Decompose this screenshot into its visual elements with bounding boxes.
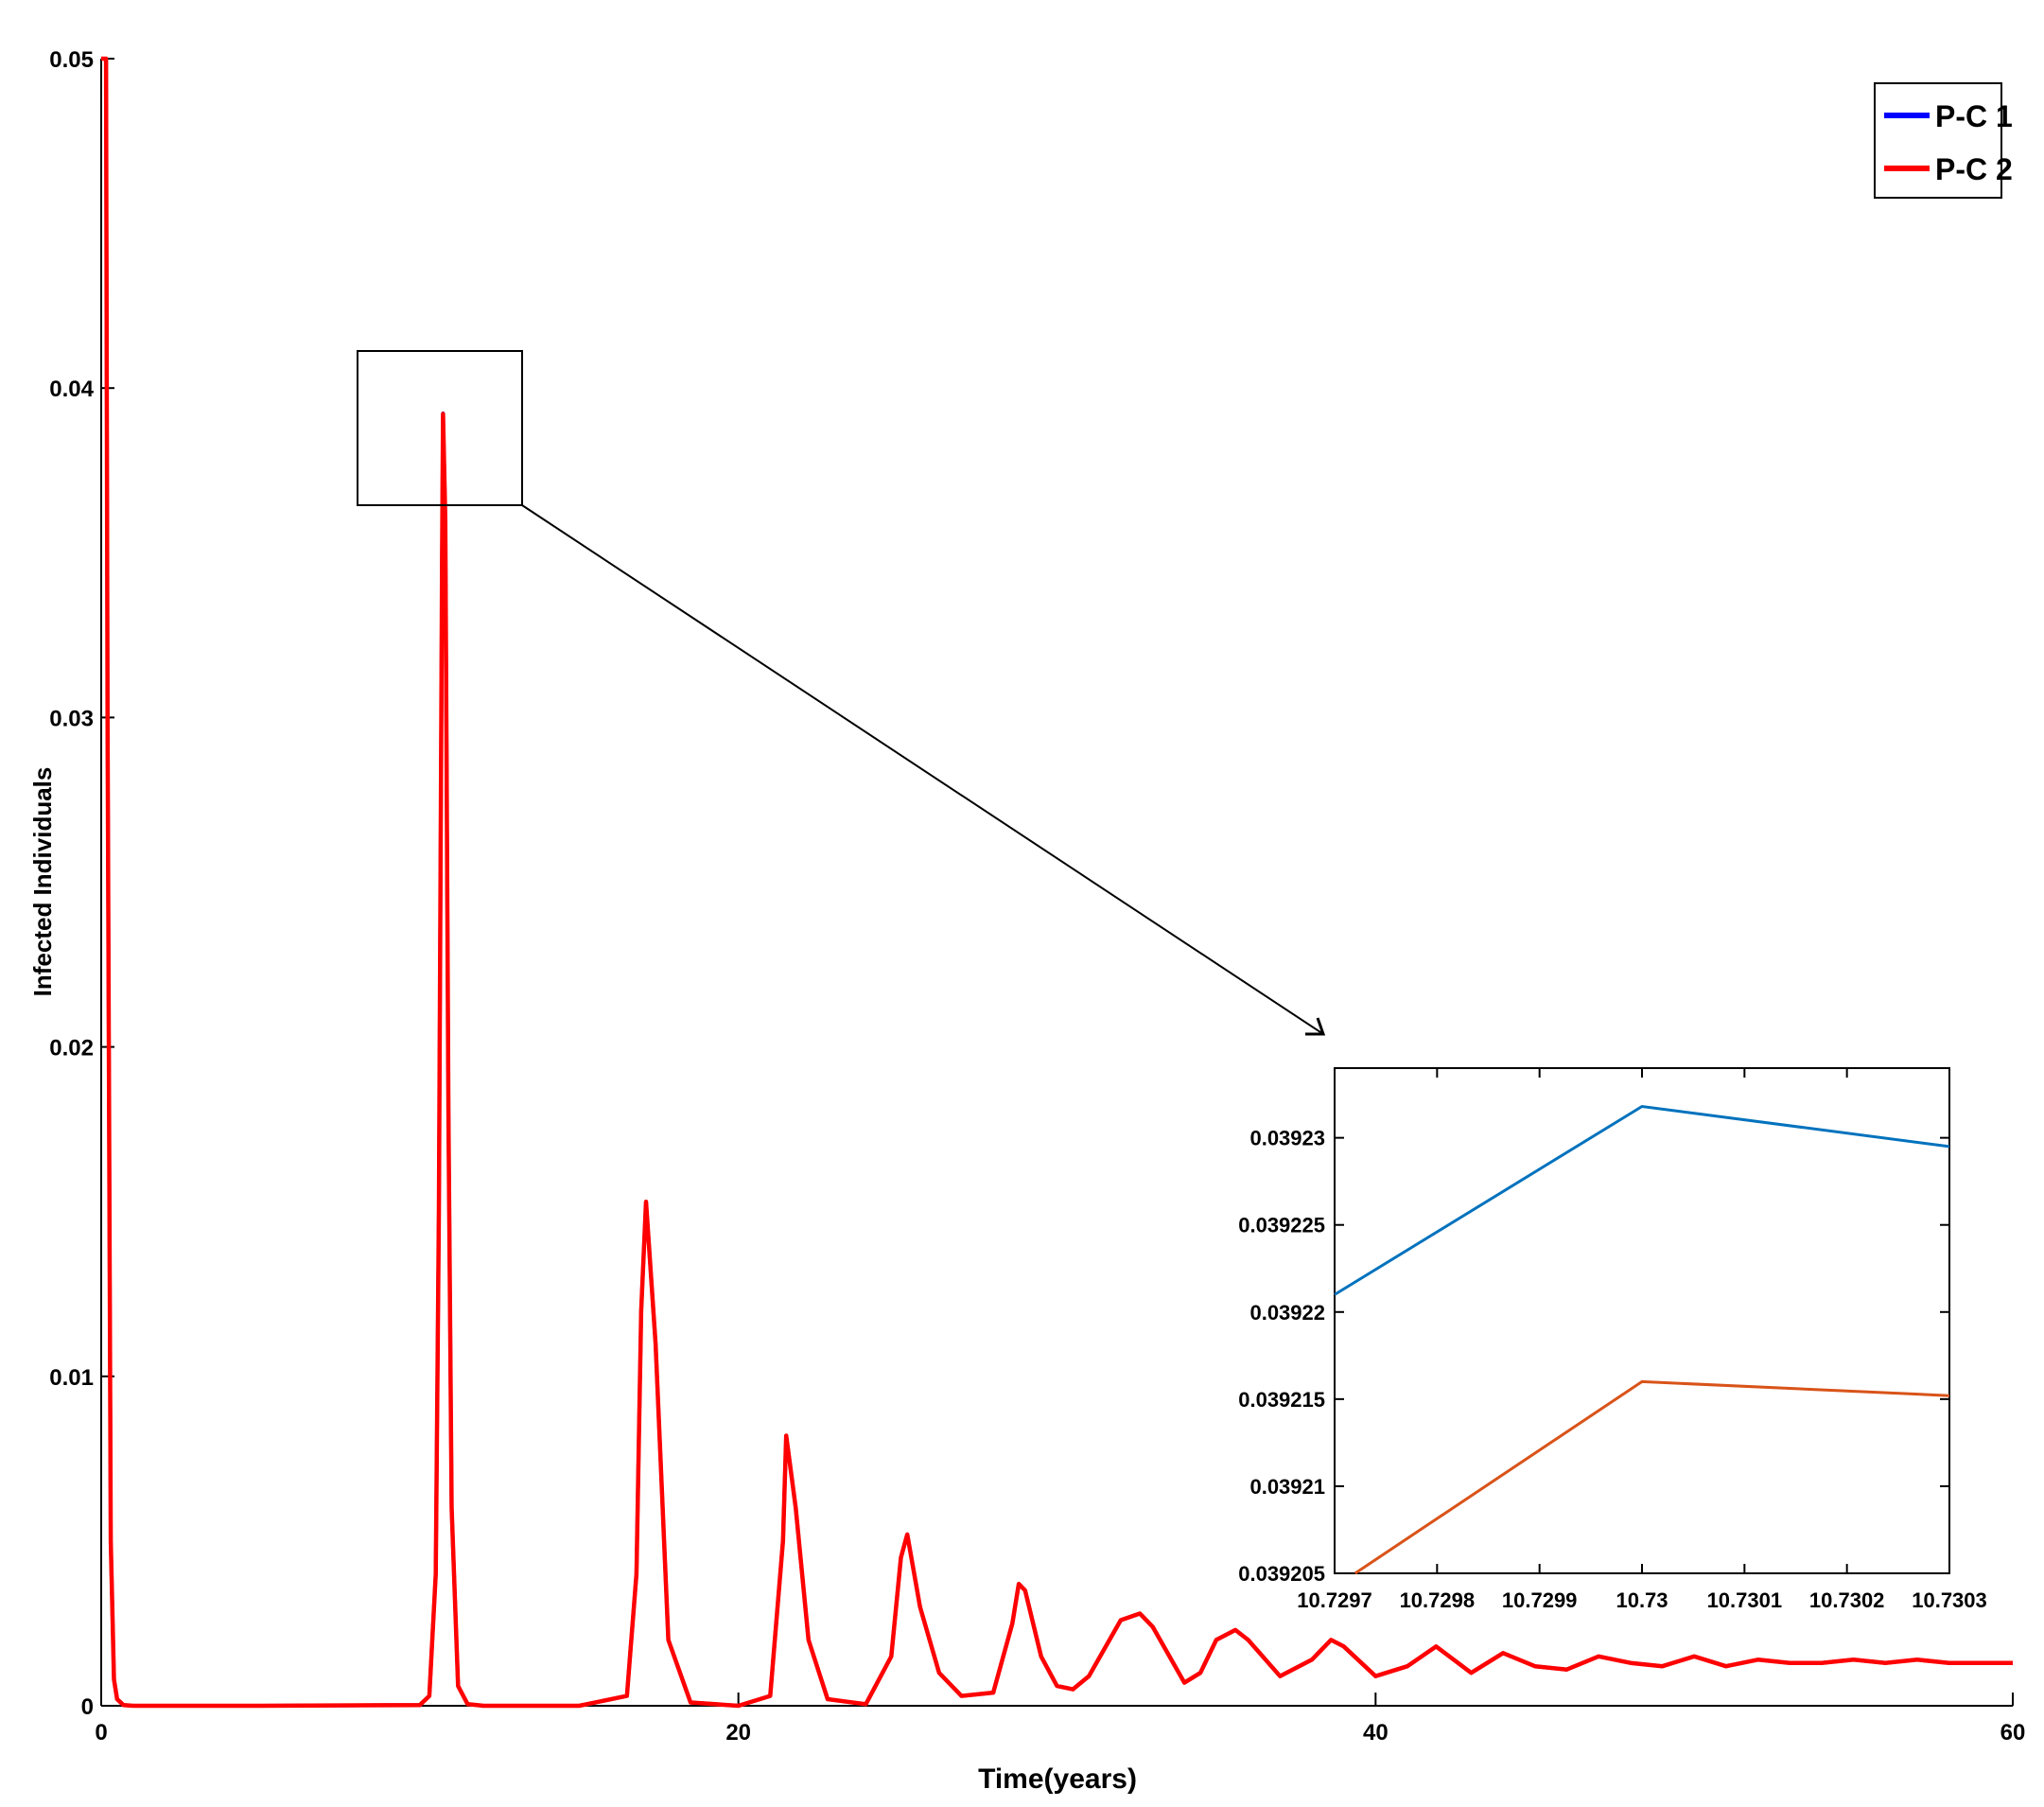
legend-label-pc1: P-C 1 xyxy=(1935,99,2013,133)
inset-y-tick-label: 0.039225 xyxy=(1238,1214,1325,1237)
inset-x-tick-label: 10.7303 xyxy=(1912,1588,1987,1612)
inset-y-tick-label: 0.03923 xyxy=(1249,1127,1325,1150)
inset-x-tick-label: 10.7301 xyxy=(1707,1588,1783,1612)
inset-y-tick-label: 0.03922 xyxy=(1249,1301,1325,1325)
inset-series-line-1 xyxy=(1334,1104,1950,1296)
y-tick-label: 0.02 xyxy=(49,1036,94,1061)
x-axis-label: Time(years) xyxy=(978,1763,1137,1795)
inset-x-tick-label: 10.7299 xyxy=(1502,1588,1578,1612)
plot-lines xyxy=(100,56,2013,1709)
main-axes: 0 0.01 0.02 0.03 0.04 0.05 0 20 40 60 xyxy=(49,47,2025,1746)
inset-y-ticks: 0.039205 0.03921 0.039215 0.03922 0.039225 0.… xyxy=(1238,1127,1949,1586)
y-tick-label: 0 xyxy=(81,1694,94,1720)
inset-series-line-2 xyxy=(1354,1379,1950,1575)
inset-x-tick-label: 10.73 xyxy=(1616,1588,1668,1612)
y-tick-label: 0.03 xyxy=(49,706,94,731)
legend: P-C 1 P-C 2 xyxy=(1874,82,2013,199)
y-tick-label: 0.05 xyxy=(49,47,94,73)
inset-x-tick-label: 10.7298 xyxy=(1400,1588,1476,1612)
x-tick-label: 60 xyxy=(2000,1720,2026,1746)
inset-y-tick-label: 0.039215 xyxy=(1238,1388,1325,1412)
inset-x-tick-label: 10.7302 xyxy=(1809,1588,1885,1612)
y-tick-label: 0.04 xyxy=(49,377,94,402)
x-tick-label: 40 xyxy=(1363,1720,1389,1746)
x-tick-label: 0 xyxy=(95,1720,107,1746)
zoom-arrow-head xyxy=(1305,1017,1326,1036)
inset-plot-lines xyxy=(1334,1104,1950,1575)
legend-label-pc2: P-C 2 xyxy=(1935,152,2013,186)
y-axis-label: Infected Individuals xyxy=(28,767,57,997)
zoom-selection-box xyxy=(357,350,523,506)
inset-x-ticks: 10.7297 10.7298 10.7299 10.73 10.7301 10.7302… xyxy=(1297,1068,1987,1612)
inset-axes: 0.039205 0.03921 0.039215 0.03922 0.039225 0.… xyxy=(1238,1067,1987,1612)
series-line-2 xyxy=(100,56,2013,1709)
y-tick-label: 0.01 xyxy=(49,1365,94,1391)
inset-y-tick-label: 0.039205 xyxy=(1238,1562,1325,1586)
y-ticks: 0 0.01 0.02 0.03 0.04 0.05 xyxy=(49,47,114,1720)
x-ticks: 0 20 40 60 xyxy=(95,1693,2025,1746)
inset-frame xyxy=(1334,1067,1950,1574)
x-tick-label: 20 xyxy=(725,1720,751,1746)
inset-x-tick-label: 10.7297 xyxy=(1297,1588,1372,1612)
legend-box xyxy=(1874,82,2002,199)
zoom-arrow-line xyxy=(521,504,1324,1035)
inset-y-tick-label: 0.03921 xyxy=(1249,1475,1325,1499)
